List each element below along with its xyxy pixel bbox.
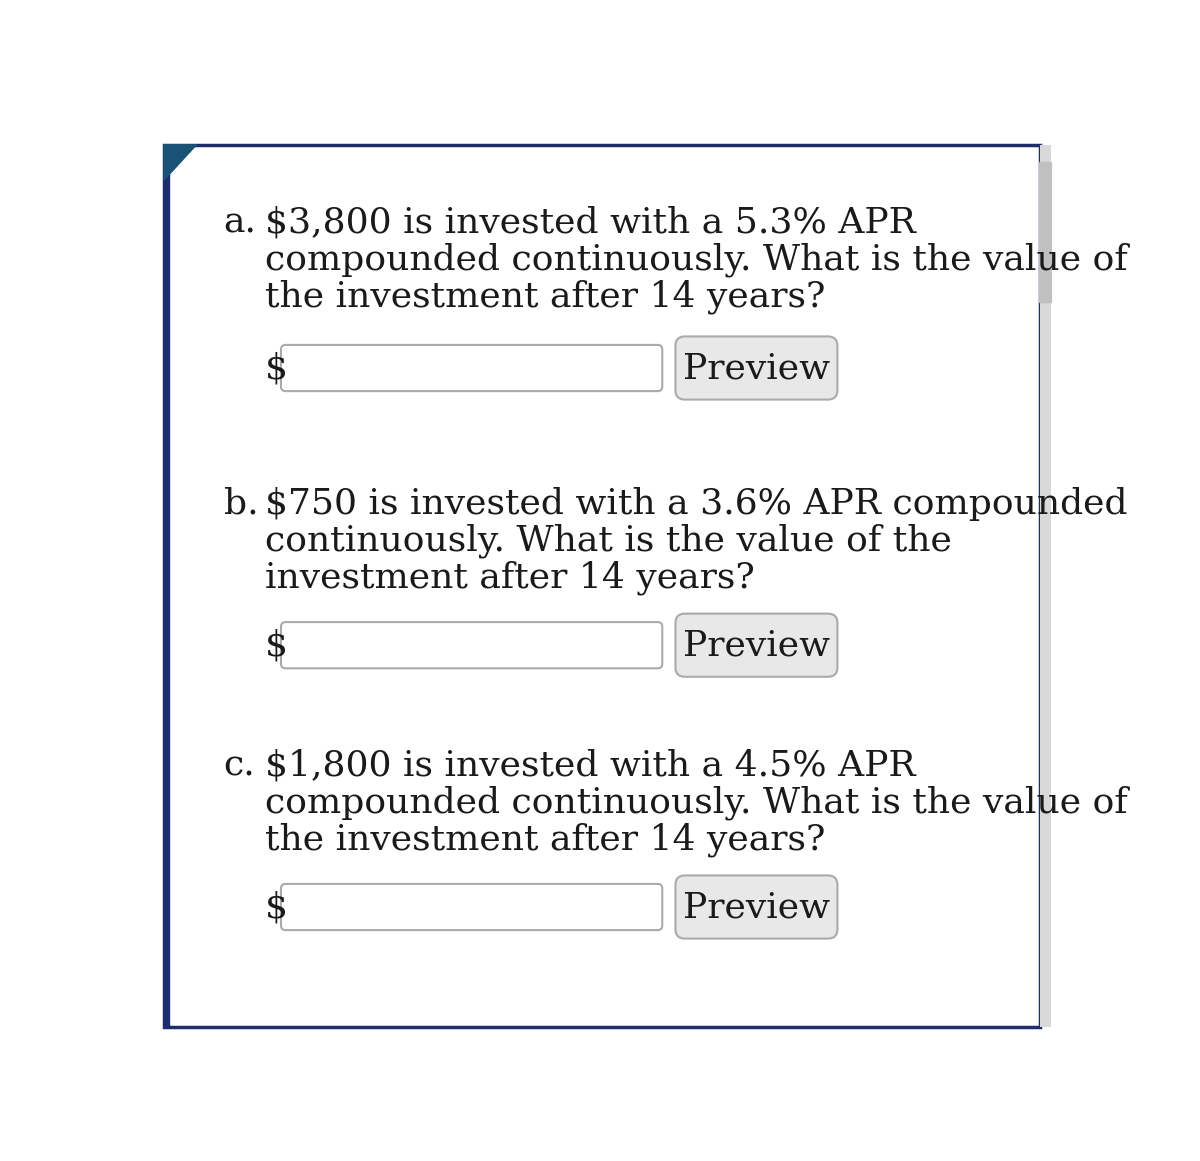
Text: Preview: Preview: [683, 628, 830, 662]
FancyBboxPatch shape: [676, 337, 838, 399]
Text: c.: c.: [223, 749, 256, 783]
FancyBboxPatch shape: [676, 614, 838, 677]
Text: $1,800 is invested with a 4.5% APR: $1,800 is invested with a 4.5% APR: [265, 749, 916, 783]
Text: Preview: Preview: [683, 890, 830, 924]
Text: $3,800 is invested with a 5.3% APR: $3,800 is invested with a 5.3% APR: [265, 205, 916, 239]
FancyBboxPatch shape: [281, 345, 662, 391]
Text: compounded continuously. What is the value of: compounded continuously. What is the val…: [265, 243, 1128, 277]
Text: compounded continuously. What is the value of: compounded continuously. What is the val…: [265, 785, 1128, 820]
Text: investment after 14 years?: investment after 14 years?: [265, 561, 755, 594]
FancyBboxPatch shape: [1039, 161, 1052, 303]
FancyBboxPatch shape: [676, 875, 838, 938]
Text: $: $: [265, 890, 288, 924]
Bar: [1039, 145, 1051, 1027]
Text: continuously. What is the value of the: continuously. What is the value of the: [265, 524, 952, 558]
Polygon shape: [164, 145, 197, 180]
Text: the investment after 14 years?: the investment after 14 years?: [265, 280, 826, 313]
Text: the investment after 14 years?: the investment after 14 years?: [265, 822, 826, 857]
Bar: [164, 145, 169, 1027]
FancyBboxPatch shape: [281, 884, 662, 930]
Text: Preview: Preview: [683, 351, 830, 385]
Text: a.: a.: [223, 205, 257, 239]
FancyBboxPatch shape: [164, 145, 1039, 1027]
Text: $750 is invested with a 3.6% APR compounded: $750 is invested with a 3.6% APR compoun…: [265, 486, 1127, 520]
FancyBboxPatch shape: [281, 622, 662, 669]
Text: $: $: [265, 628, 288, 662]
Text: $: $: [265, 351, 288, 385]
Text: b.: b.: [223, 486, 258, 520]
